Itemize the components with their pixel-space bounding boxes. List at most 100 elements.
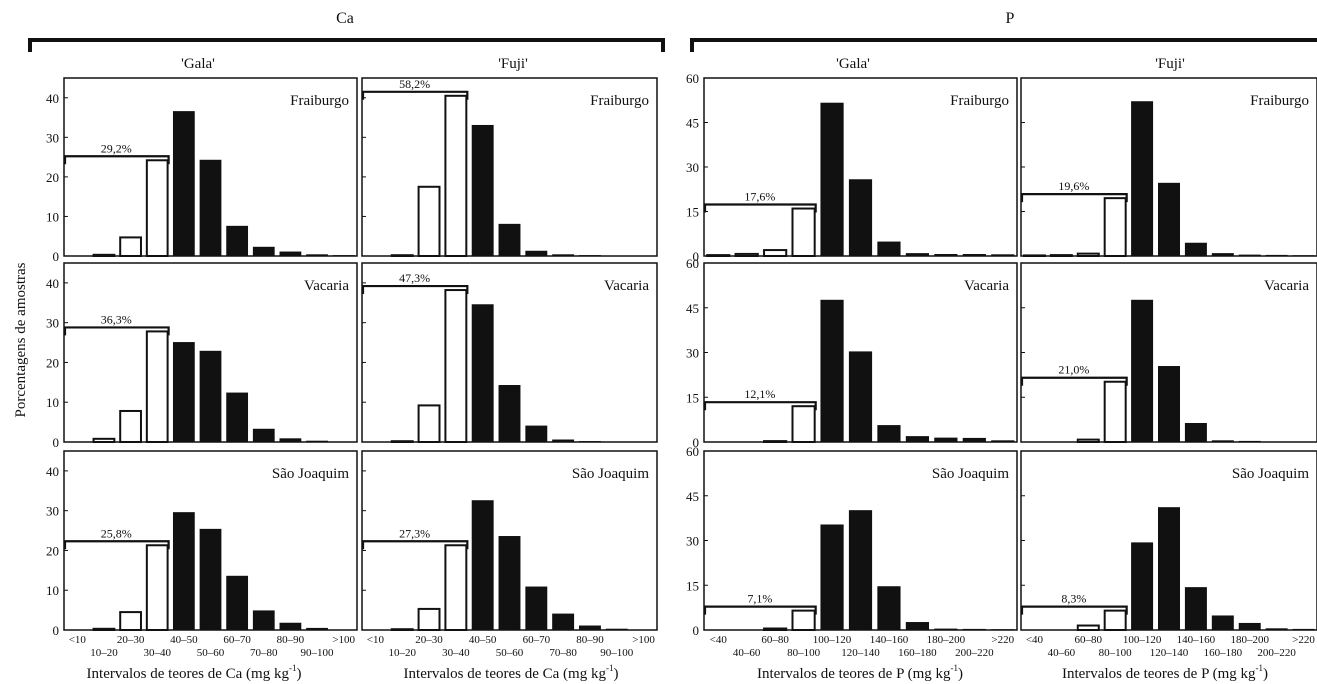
cumulative-bracket bbox=[1020, 605, 1128, 615]
bar-160-180 bbox=[1211, 253, 1234, 257]
bar-30-40 bbox=[145, 330, 169, 444]
x-tick-label: 160–180 bbox=[1204, 647, 1243, 659]
location-label: Fraiburgo bbox=[1250, 93, 1309, 109]
cumulative-percentage-label: 12,1% bbox=[744, 387, 775, 401]
panel-ca--fuji--sao-joaquim: 27,3% São Joaquim <1010–2020–3030–4040–505… bbox=[361, 450, 658, 659]
x-axis-label-ca-fuji: Intervalos de teores de Ca (mg kg-1) bbox=[404, 663, 619, 682]
cumulative-bracket bbox=[63, 155, 170, 165]
bar-160-180 bbox=[905, 253, 930, 257]
bar-60-80 bbox=[763, 249, 788, 257]
x-tick-label: 30–40 bbox=[143, 647, 171, 659]
y-tick-label: 30 bbox=[46, 504, 59, 519]
bar-60-70 bbox=[525, 425, 548, 443]
x-tick-label: 120–140 bbox=[1150, 647, 1189, 659]
bar-180-200 bbox=[1238, 622, 1261, 631]
bar-60-70 bbox=[226, 575, 249, 631]
x-tick-label: 120–140 bbox=[841, 647, 880, 659]
bar-80-100 bbox=[791, 207, 816, 258]
y-tick-label: 60 bbox=[686, 256, 699, 271]
panel-ca--gala--sao-joaquim: 0 10 20 30 40 25,8% São Joaquim <1010–2020–3030… bbox=[46, 450, 358, 659]
bar-80-90 bbox=[279, 622, 302, 631]
bar-80-90 bbox=[279, 438, 302, 443]
bar-40-50 bbox=[172, 512, 195, 631]
x-tick-label: 90–100 bbox=[600, 647, 634, 659]
x-tick-label: 200–220 bbox=[1257, 647, 1296, 659]
cultivar-title-p-fuji: 'Fuji' bbox=[1155, 56, 1185, 72]
panel-p--gala--sao-joaquim: 0 15 30 45 60 7,1% São Joaquim <40 40–6060–8080–… bbox=[686, 444, 1018, 659]
x-tick-label: 180–200 bbox=[1230, 634, 1269, 646]
bar-60-70 bbox=[525, 586, 548, 631]
group-title-ca: Ca bbox=[336, 10, 354, 27]
bar-120-140 bbox=[848, 179, 873, 257]
bar-50-60 bbox=[199, 528, 222, 631]
x-tick-label: 80–90 bbox=[576, 634, 604, 646]
bar-90-100 bbox=[306, 627, 328, 631]
x-tick-label: <40 bbox=[1026, 634, 1044, 646]
cumulative-percentage-label: 36,3% bbox=[101, 312, 132, 326]
bar-50-60 bbox=[199, 159, 222, 257]
bar--220 bbox=[991, 440, 1015, 443]
y-tick-label: 0 bbox=[693, 249, 700, 264]
cultivar-title-p-gala: 'Gala' bbox=[836, 56, 870, 72]
bar-100-120 bbox=[820, 524, 844, 631]
x-tick-label: 40–50 bbox=[469, 634, 497, 646]
y-tick-label: 40 bbox=[46, 464, 59, 479]
y-tick-label: 0 bbox=[693, 623, 700, 638]
bar-70-80 bbox=[552, 613, 575, 631]
bar-60-80 bbox=[1076, 252, 1100, 257]
cumulative-bracket bbox=[361, 90, 469, 100]
bar-120-140 bbox=[1158, 366, 1180, 443]
x-tick-label: 80–90 bbox=[277, 634, 305, 646]
x-tick-label: <10 bbox=[69, 634, 87, 646]
bar-60-80 bbox=[1076, 624, 1100, 632]
bar-180-200 bbox=[934, 437, 958, 443]
x-tick-label: <40 bbox=[710, 634, 728, 646]
bar-20-30 bbox=[417, 185, 441, 257]
bar-60-80 bbox=[1076, 438, 1100, 444]
bar-50-60 bbox=[498, 385, 521, 443]
y-tick-label: 45 bbox=[686, 116, 699, 131]
bar-140-160 bbox=[1184, 242, 1207, 257]
location-label: São Joaquim bbox=[932, 466, 1009, 482]
y-tick-label: 15 bbox=[686, 578, 699, 593]
bar-40-50 bbox=[172, 342, 195, 443]
bar-120-140 bbox=[848, 510, 873, 631]
y-tick-label: 30 bbox=[686, 534, 699, 549]
y-tick-label: 20 bbox=[46, 170, 59, 185]
cumulative-percentage-label: 47,3% bbox=[399, 271, 430, 285]
bar-200-220 bbox=[962, 628, 986, 631]
y-tick-label: 30 bbox=[46, 316, 59, 331]
x-axis-label-ca-gala: Intervalos de teores de Ca (mg kg-1) bbox=[87, 663, 302, 682]
cumulative-percentage-label: 7,1% bbox=[747, 592, 772, 606]
bar-90-100 bbox=[306, 254, 328, 257]
bar-200-220 bbox=[962, 254, 986, 257]
bar-80-100 bbox=[1103, 380, 1127, 443]
x-tick-label: 80–100 bbox=[787, 647, 821, 659]
bar-120-140 bbox=[1158, 182, 1180, 257]
x-tick-label: 200–220 bbox=[955, 647, 994, 659]
bar-10-20 bbox=[92, 627, 116, 631]
x-tick-label: 60–70 bbox=[523, 634, 551, 646]
cultivar-title-ca-gala: 'Gala' bbox=[181, 56, 215, 72]
y-tick-label: 40 bbox=[46, 91, 59, 106]
x-tick-label: 60–70 bbox=[223, 634, 251, 646]
bar-140-160 bbox=[1184, 587, 1207, 631]
location-label: Fraiburgo bbox=[950, 93, 1009, 109]
cumulative-bracket bbox=[703, 605, 817, 615]
location-label: Vacaria bbox=[1264, 278, 1309, 294]
bar-70-80 bbox=[252, 246, 275, 257]
bar--40 bbox=[706, 254, 731, 258]
x-tick-label: 100–120 bbox=[1123, 634, 1162, 646]
bar-100-120 bbox=[820, 299, 844, 443]
bar-80-100 bbox=[791, 405, 816, 444]
bar-70-80 bbox=[552, 254, 575, 257]
bar-50-60 bbox=[199, 350, 222, 443]
bar-20-30 bbox=[417, 607, 441, 632]
x-tick-label: 20–30 bbox=[415, 634, 443, 646]
bar-40-50 bbox=[471, 304, 494, 443]
panel-ca--fuji--fraiburgo: 58,2% Fraiburgo bbox=[361, 77, 658, 258]
group-bracket-p bbox=[690, 38, 1317, 52]
bar-80-90 bbox=[279, 251, 302, 257]
x-axis-label-p-gala: Intervalos de teores de P (mg kg-1) bbox=[757, 663, 963, 682]
bar-90-100 bbox=[306, 440, 328, 443]
